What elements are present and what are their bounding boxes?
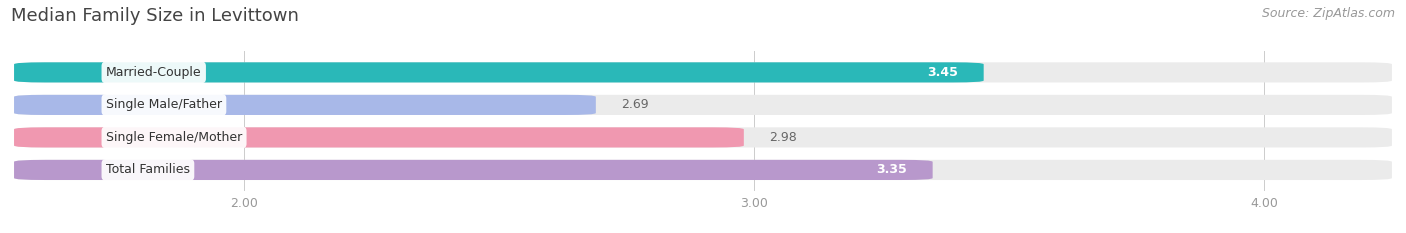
Text: 2.69: 2.69	[621, 98, 650, 111]
FancyBboxPatch shape	[14, 62, 1392, 82]
FancyBboxPatch shape	[14, 160, 1392, 180]
FancyBboxPatch shape	[14, 95, 1392, 115]
Text: Single Male/Father: Single Male/Father	[105, 98, 222, 111]
FancyBboxPatch shape	[14, 127, 744, 147]
Text: Single Female/Mother: Single Female/Mother	[105, 131, 242, 144]
Text: 2.98: 2.98	[769, 131, 797, 144]
Text: 3.45: 3.45	[928, 66, 957, 79]
Text: Median Family Size in Levittown: Median Family Size in Levittown	[11, 7, 299, 25]
FancyBboxPatch shape	[14, 62, 984, 82]
FancyBboxPatch shape	[14, 160, 932, 180]
Text: Total Families: Total Families	[105, 163, 190, 176]
Text: Source: ZipAtlas.com: Source: ZipAtlas.com	[1261, 7, 1395, 20]
Text: Married-Couple: Married-Couple	[105, 66, 201, 79]
Text: 3.35: 3.35	[876, 163, 907, 176]
FancyBboxPatch shape	[14, 127, 1392, 147]
FancyBboxPatch shape	[14, 95, 596, 115]
